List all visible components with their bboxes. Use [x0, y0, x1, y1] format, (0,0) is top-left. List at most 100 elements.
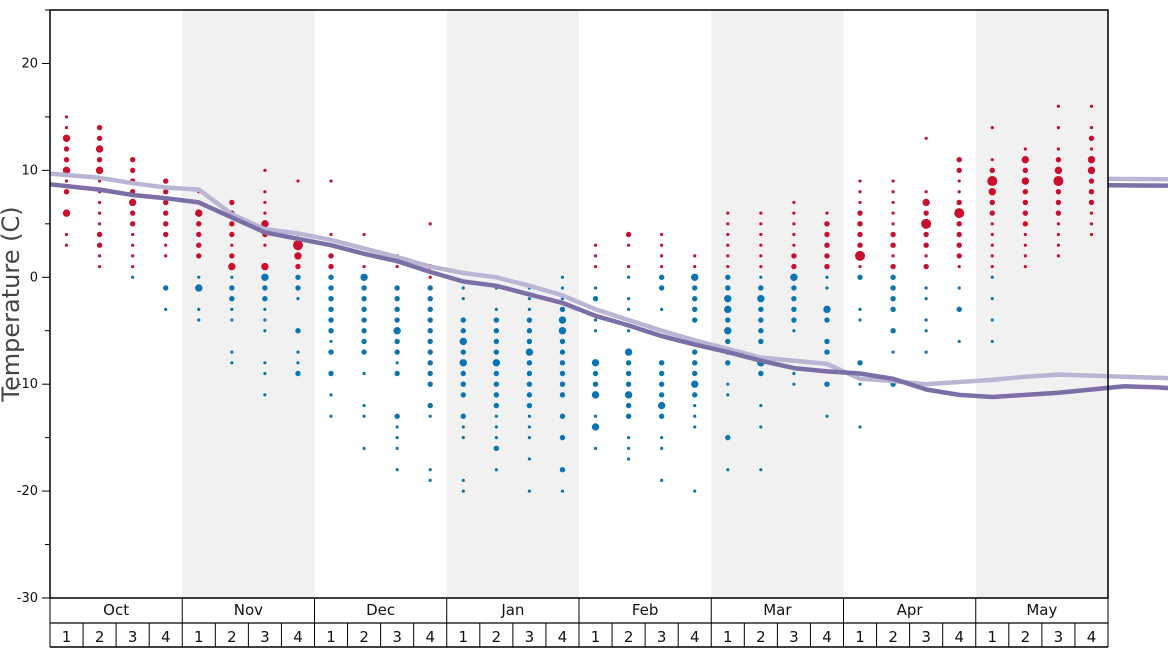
- cold-point: [593, 446, 598, 450]
- warm-point: [858, 200, 862, 205]
- cold-point: [230, 318, 234, 322]
- warm-point: [131, 232, 135, 237]
- warm-point: [693, 254, 697, 258]
- cold-point: [758, 338, 764, 345]
- cold-point: [559, 338, 566, 345]
- cold-point: [724, 294, 732, 303]
- warm-point: [163, 178, 169, 184]
- cold-point: [626, 275, 631, 279]
- warm-point: [96, 231, 103, 238]
- cold-point: [658, 274, 665, 280]
- month-label-nov: Nov: [234, 601, 263, 619]
- cold-point: [328, 306, 334, 313]
- warm-point: [593, 254, 598, 258]
- cold-point: [693, 489, 697, 493]
- cold-point: [296, 361, 300, 365]
- cold-point: [825, 414, 829, 418]
- cold-point: [625, 381, 632, 387]
- cold-point: [329, 339, 333, 344]
- cold-point: [427, 317, 433, 323]
- warm-point: [1055, 199, 1062, 206]
- cold-point: [658, 413, 665, 419]
- cold-point: [526, 381, 533, 387]
- cold-point: [924, 318, 928, 322]
- cold-point: [362, 403, 366, 408]
- cold-point: [824, 381, 830, 387]
- warm-point: [230, 243, 234, 247]
- cold-point: [624, 348, 633, 356]
- warm-point: [362, 232, 366, 237]
- cold-point: [559, 360, 566, 366]
- week-label: 1: [988, 628, 998, 646]
- cold-point: [362, 371, 366, 376]
- warm-point: [726, 232, 730, 237]
- cold-point: [360, 273, 368, 281]
- warm-point: [1056, 104, 1061, 108]
- warm-point: [858, 190, 862, 194]
- cold-point: [824, 317, 830, 323]
- warm-point: [956, 167, 962, 174]
- month-label-mar: Mar: [763, 601, 792, 619]
- warm-point: [97, 211, 102, 215]
- cold-point: [626, 307, 631, 311]
- month-label-oct: Oct: [103, 601, 129, 619]
- cold-point: [493, 370, 500, 377]
- cold-point: [362, 414, 366, 418]
- cold-point: [493, 349, 500, 355]
- cold-point: [328, 370, 334, 377]
- cold-point: [759, 275, 763, 279]
- cold-point: [427, 338, 433, 345]
- warm-point: [229, 231, 235, 238]
- cold-point: [427, 402, 433, 409]
- warm-point: [62, 209, 71, 217]
- warm-point: [956, 199, 962, 206]
- warm-point: [1056, 254, 1061, 258]
- warm-point: [62, 166, 71, 175]
- cold-point: [394, 317, 400, 323]
- cold-point: [625, 360, 632, 366]
- cold-point: [858, 318, 862, 322]
- warm-point: [328, 253, 334, 259]
- week-label: 4: [425, 628, 435, 646]
- warm-point: [97, 222, 102, 226]
- cold-point: [658, 285, 665, 291]
- cold-point: [493, 381, 500, 387]
- cold-point: [692, 392, 698, 398]
- month-bands: [182, 10, 1108, 598]
- week-label: 2: [95, 628, 105, 646]
- warm-point: [891, 254, 895, 258]
- warm-point: [890, 242, 896, 248]
- cold-point: [263, 393, 267, 397]
- cold-point: [725, 338, 731, 345]
- warm-point: [957, 190, 961, 194]
- cold-point: [660, 446, 664, 450]
- warm-point: [428, 275, 432, 279]
- month-label-may: May: [1026, 601, 1057, 619]
- warm-point: [63, 156, 70, 163]
- warm-point: [64, 115, 69, 119]
- cold-point: [230, 361, 234, 365]
- cold-point: [626, 457, 631, 461]
- warm-point: [163, 199, 169, 206]
- warm-point: [329, 232, 333, 237]
- warm-point: [362, 264, 366, 269]
- warm-point: [196, 242, 202, 248]
- cold-point: [792, 371, 796, 376]
- cold-point: [229, 295, 235, 302]
- warm-point: [1023, 264, 1027, 269]
- cold-point: [526, 360, 533, 366]
- week-label: 2: [1021, 628, 1031, 646]
- cold-point: [626, 446, 631, 450]
- cold-point: [559, 434, 566, 441]
- cold-point: [625, 402, 632, 409]
- cold-point: [692, 295, 698, 302]
- warm-point: [163, 210, 169, 216]
- week-label: 2: [624, 628, 634, 646]
- warm-point: [63, 146, 70, 152]
- cold-point: [394, 349, 400, 355]
- cold-point: [525, 348, 534, 356]
- warm-point: [263, 243, 267, 247]
- cold-point: [197, 275, 201, 279]
- cold-point: [361, 306, 367, 313]
- cold-point: [460, 381, 466, 387]
